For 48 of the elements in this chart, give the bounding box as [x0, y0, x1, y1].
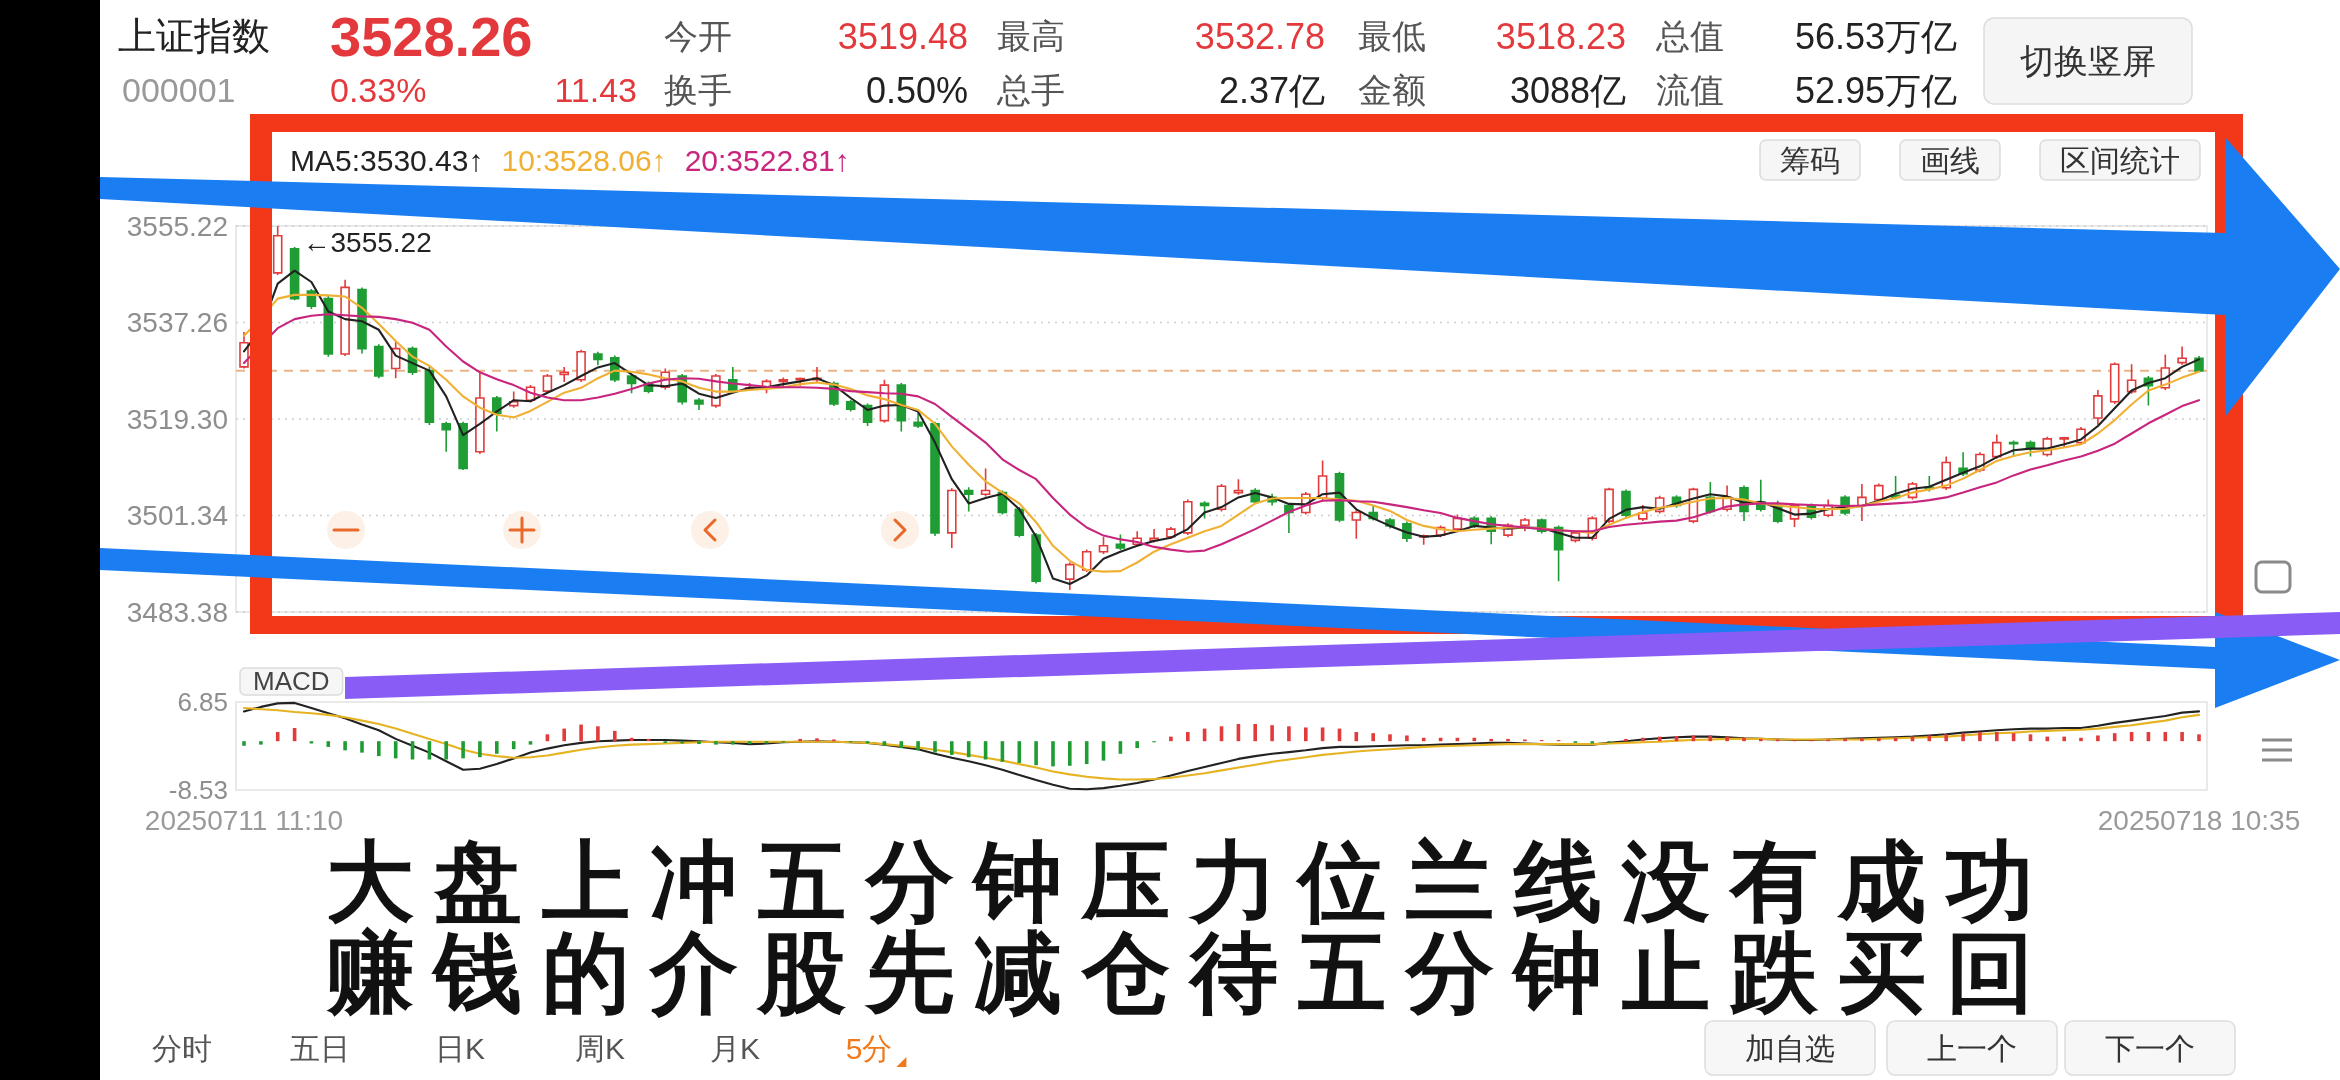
text: 分时 — [152, 1031, 212, 1065]
text: 3519.48 — [837, 15, 968, 57]
text: 周K — [574, 1031, 626, 1065]
y-tick-label: 3483.38 — [126, 596, 228, 628]
text: 画线 — [1920, 143, 1980, 177]
text: 切换竖屏 — [2020, 42, 2156, 80]
text: 总值 — [1655, 17, 1724, 55]
text: 3532.78 — [1194, 15, 1325, 57]
text: 10:3528.06↑ — [501, 143, 667, 177]
text: 20:3522.81↑ — [684, 143, 850, 177]
y-tick-label: 3537.26 — [126, 307, 228, 338]
text: 区间统计 — [2060, 143, 2180, 177]
text: 000001 — [122, 71, 236, 109]
text: 3088亿 — [1509, 69, 1626, 111]
text: 筹码 — [1780, 143, 1840, 177]
text: 56.53万亿 — [1794, 15, 1957, 57]
text: 3518.23 — [1495, 15, 1626, 57]
text: 3528.26 — [330, 4, 533, 68]
text: 52.95万亿 — [1794, 69, 1957, 111]
text: 金额 — [1358, 71, 1426, 109]
text: 五日 — [290, 1031, 350, 1065]
text: 上证指数 — [118, 15, 270, 57]
text: 0.33% — [330, 71, 427, 109]
text: 今开 — [664, 17, 732, 55]
text: 11.43 — [554, 71, 637, 109]
text: 流值 — [1656, 71, 1724, 109]
text: 5分 — [845, 1031, 893, 1065]
y-tick-label: 3519.30 — [126, 403, 228, 435]
text: MA5:3530.43↑ — [290, 143, 484, 177]
text: 月K — [709, 1031, 761, 1065]
chart-title: MACD — [253, 666, 330, 696]
y-tick-label: 3555.22 — [126, 210, 228, 242]
y-tick-label: -8.53 — [168, 775, 228, 805]
text: 加自选 — [1745, 1031, 1835, 1065]
text: 2.37亿 — [1218, 69, 1325, 111]
text: 换手 — [664, 71, 732, 109]
text: 0.50% — [865, 69, 968, 111]
x-tick-label: 20250718 10:35 — [2097, 804, 2301, 836]
x-tick-label: 20250711 11:10 — [144, 804, 344, 836]
text: 总手 — [996, 71, 1065, 109]
text: 上一个 — [1927, 1031, 2017, 1065]
y-tick-label: 3501.34 — [126, 500, 228, 531]
text: 日K — [434, 1031, 486, 1065]
y-tick-label: 6.85 — [177, 687, 228, 717]
annotation: ←3555.22 — [302, 226, 432, 258]
text: 下一个 — [2105, 1031, 2195, 1065]
text: 最高 — [997, 17, 1065, 55]
text: 最低 — [1358, 17, 1426, 55]
